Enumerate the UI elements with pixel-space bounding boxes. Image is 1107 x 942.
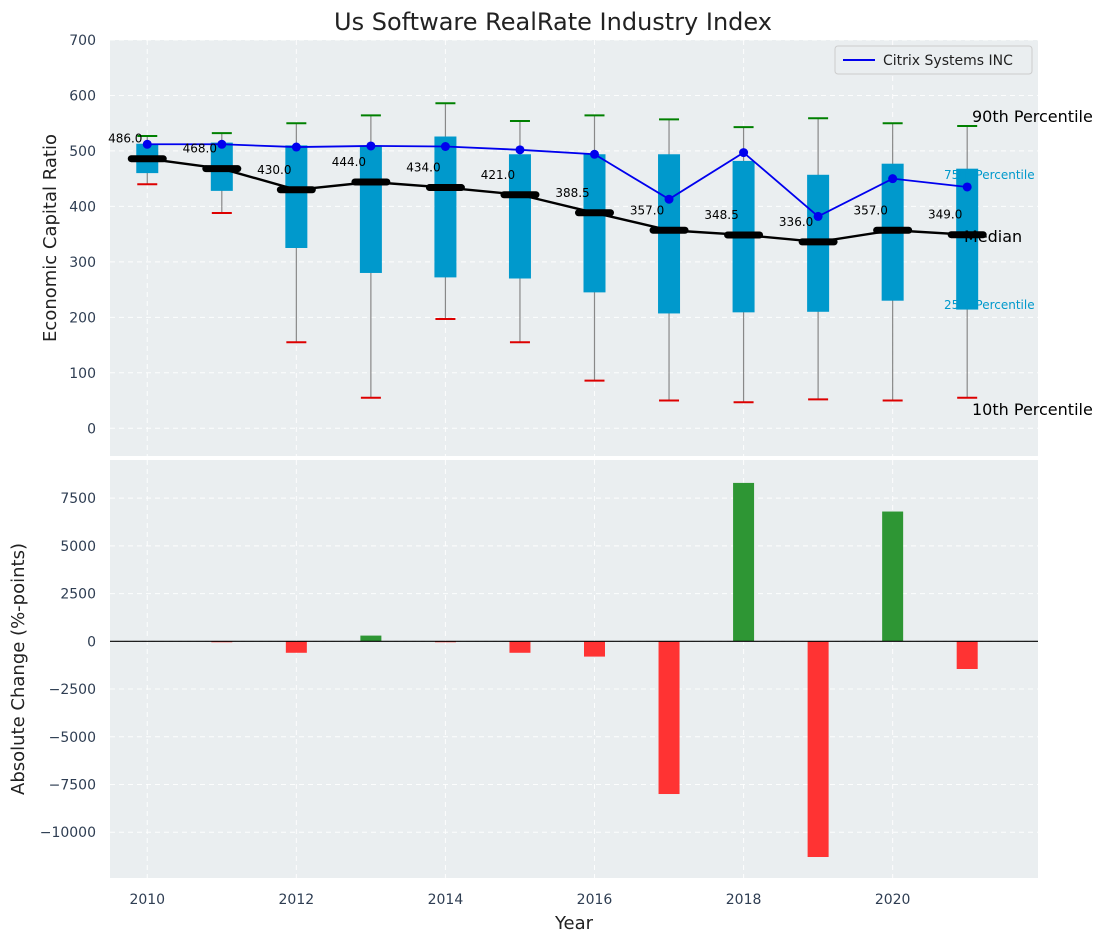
x-tick-label: 2016 — [577, 892, 613, 908]
citrix-point — [888, 174, 898, 184]
median-value-label: 357.0 — [853, 203, 887, 217]
citrix-point — [515, 145, 525, 155]
citrix-point — [589, 149, 599, 159]
x-ticks: 2010 2012 2014 2016 2018 2020 — [129, 892, 910, 908]
median-value-label: 434.0 — [406, 161, 440, 175]
citrix-point — [217, 139, 227, 149]
legend: Citrix Systems INC — [834, 45, 1033, 75]
median-value-label: 388.5 — [555, 186, 589, 200]
change-bar — [733, 482, 755, 642]
iqr-box — [359, 145, 382, 273]
p10-label: 10th Percentile — [972, 400, 1093, 419]
median-value-label: 444.0 — [332, 155, 366, 169]
top-y-tick-label: 700 — [69, 33, 96, 49]
x-tick-label: 2018 — [726, 892, 762, 908]
legend-entry: Citrix Systems INC — [883, 53, 1013, 69]
iqr-box — [956, 168, 979, 310]
p90-label: 90th Percentile — [972, 107, 1093, 126]
citrix-line — [147, 143, 968, 218]
median-value-label: 357.0 — [630, 203, 664, 217]
bottom-y-tick-label: −5000 — [49, 730, 96, 746]
change-bar — [956, 641, 978, 669]
bottom-y-ticks: −10000 −7500 −5000 −2500 0 2500 5000 7500 — [40, 491, 96, 841]
percentile-labels: 90th Percentile 75th Percentile Median 2… — [944, 107, 1093, 419]
citrix-point — [664, 194, 674, 204]
x-tick-label: 2012 — [279, 892, 315, 908]
x-axis-title: Year — [554, 913, 594, 934]
bottom-y-tick-label: 5000 — [60, 539, 96, 555]
chart-title: Us Software RealRate Industry Index — [334, 8, 772, 36]
top-y-ticks: 0 100 200 300 400 500 600 700 — [69, 33, 96, 437]
top-y-tick-label: 600 — [69, 88, 96, 104]
citrix-series — [142, 139, 972, 221]
top-y-tick-label: 100 — [69, 366, 96, 382]
top-y-tick-label: 0 — [87, 421, 96, 437]
top-y-tick-label: 300 — [69, 255, 96, 271]
bottom-y-tick-label: 7500 — [60, 491, 96, 507]
change-bar — [882, 511, 904, 642]
median-line-group — [147, 157, 968, 244]
iqr-box — [434, 136, 457, 278]
bottom-y-tick-label: 2500 — [60, 587, 96, 603]
change-bar — [658, 641, 680, 795]
bottom-y-tick-label: −7500 — [49, 777, 96, 793]
change-bar — [807, 641, 829, 858]
legend-frame — [834, 45, 1033, 75]
iqr-box — [285, 145, 308, 248]
citrix-point — [813, 211, 823, 221]
bottom-y-tick-label: 0 — [87, 634, 96, 650]
x-tick-label: 2020 — [875, 892, 911, 908]
bottom-y-tick-label: −10000 — [40, 825, 96, 841]
median-labels: 486.0 468.0 430.0 444.0 434.0 421.0 388.5 357.0… — [108, 132, 962, 229]
p75-label: 75th Percentile — [944, 168, 1035, 182]
citrix-point — [440, 141, 450, 151]
citrix-point — [962, 182, 972, 192]
citrix-point — [142, 139, 152, 149]
change-bars — [211, 482, 978, 858]
top-y-tick-label: 400 — [69, 199, 96, 215]
median-line — [147, 157, 968, 244]
iqr-box — [508, 154, 531, 279]
median-value-label: 348.5 — [704, 208, 738, 222]
iqr-box — [583, 154, 606, 293]
citrix-point — [739, 148, 749, 158]
citrix-point — [291, 142, 301, 152]
change-bar — [583, 641, 605, 657]
x-tick-label: 2014 — [428, 892, 464, 908]
median-value-label: 421.0 — [481, 168, 515, 182]
change-bar — [285, 641, 307, 653]
top-y-axis-title: Economic Capital Ratio — [40, 134, 61, 342]
iqr-box — [658, 154, 681, 314]
median-value-label: 336.0 — [779, 215, 813, 229]
top-y-tick-label: 500 — [69, 144, 96, 160]
change-bar — [360, 635, 382, 642]
citrix-point — [366, 141, 376, 151]
change-bar — [509, 641, 531, 653]
top-panel: 0 100 200 300 400 500 600 700 486.0 468.0 430.0 44… — [40, 33, 1093, 456]
median-value-label: 486.0 — [108, 132, 142, 146]
bottom-y-tick-label: −2500 — [49, 682, 96, 698]
median-label: Median — [964, 227, 1022, 246]
median-value-label: 349.0 — [928, 208, 962, 222]
bottom-y-axis-title: Absolute Change (%-points) — [8, 543, 29, 795]
x-tick-label: 2010 — [129, 892, 165, 908]
median-value-label: 468.0 — [183, 142, 217, 156]
top-y-tick-label: 200 — [69, 310, 96, 326]
p25-label: 25th Percentile — [944, 298, 1035, 312]
median-value-label: 430.0 — [257, 163, 291, 177]
